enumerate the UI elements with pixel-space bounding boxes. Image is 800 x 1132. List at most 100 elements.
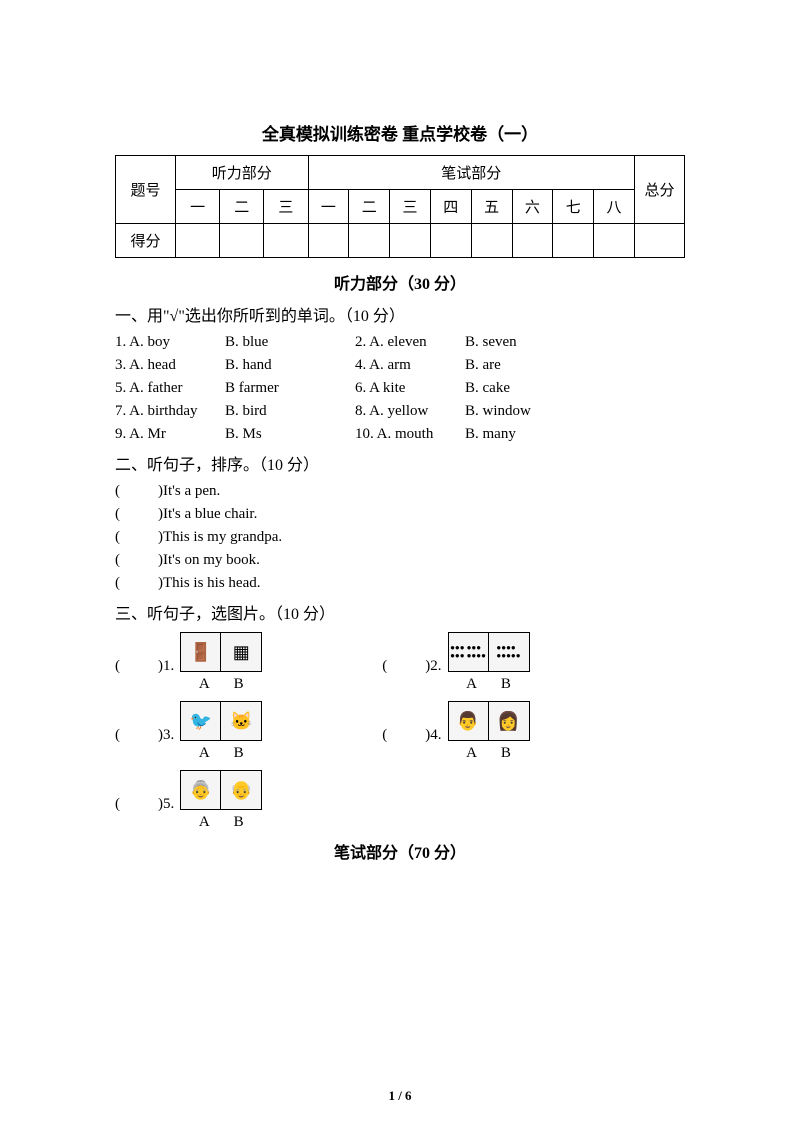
ab-labels: AB bbox=[466, 745, 511, 762]
q-text: 4. A. arm bbox=[355, 357, 465, 374]
section1-instruction: 一、用"√"选出你所听到的单词。（10 分） bbox=[115, 302, 685, 326]
empty-cell bbox=[220, 224, 264, 258]
image-pair: 🐦 🐱 bbox=[180, 701, 262, 741]
q-label: ()2. bbox=[382, 658, 441, 693]
q-text: 6. A kite bbox=[355, 380, 465, 397]
col-cell: 七 bbox=[553, 190, 594, 224]
door-icon: 🚪 bbox=[181, 633, 221, 671]
image-question-row: ()3. 🐦 🐱 AB ()4. 👨 👩 AB bbox=[115, 701, 685, 762]
row-label: 得分 bbox=[116, 224, 176, 258]
sentence-text: This is my grandpa. bbox=[163, 529, 282, 545]
q-text: B. blue bbox=[225, 334, 355, 351]
q-text: 2. A. eleven bbox=[355, 334, 465, 351]
sentence-row: ()This is my grandpa. bbox=[115, 529, 685, 546]
sentence-row: ()It's a pen. bbox=[115, 483, 685, 500]
col-cell: 四 bbox=[430, 190, 471, 224]
person-icon: 👨 bbox=[449, 702, 489, 740]
empty-cell bbox=[349, 224, 390, 258]
col-cell: 一 bbox=[176, 190, 220, 224]
q-label: ()5. bbox=[115, 796, 174, 831]
empty-cell bbox=[553, 224, 594, 258]
q-text: 10. A. mouth bbox=[355, 426, 465, 443]
question-row: 3. A. head B. hand 4. A. arm B. are bbox=[115, 357, 685, 374]
sentence-text: It's on my book. bbox=[163, 552, 260, 568]
image-pair: ●●● ●●●●●● ●●●● ●●●●●●●●● bbox=[448, 632, 530, 672]
q-text: B. hand bbox=[225, 357, 355, 374]
dots-icon: ●●●●●●●●● bbox=[489, 633, 529, 671]
q-text: B. window bbox=[465, 403, 585, 420]
empty-cell bbox=[471, 224, 512, 258]
sentence-text: This is his head. bbox=[163, 575, 261, 591]
image-group: 🚪 ▦ AB bbox=[180, 632, 262, 693]
table-row: 题号 听力部分 笔试部分 总分 bbox=[116, 156, 685, 190]
section2-instruction: 二、听句子，排序。（10 分） bbox=[115, 451, 685, 475]
q-text: B farmer bbox=[225, 380, 355, 397]
empty-cell bbox=[264, 224, 308, 258]
empty-cell bbox=[176, 224, 220, 258]
question-row: 9. A. Mr B. Ms 10. A. mouth B. many bbox=[115, 426, 685, 443]
image-question-row: ()5. 👵 👴 AB bbox=[115, 770, 685, 831]
col-cell: 五 bbox=[471, 190, 512, 224]
ab-labels: AB bbox=[466, 676, 511, 693]
col-cell: 八 bbox=[594, 190, 635, 224]
q-text: 1. A. boy bbox=[115, 334, 225, 351]
sentence-row: ()It's a blue chair. bbox=[115, 506, 685, 523]
sentence-text: It's a blue chair. bbox=[163, 506, 257, 522]
q-text: 7. A. birthday bbox=[115, 403, 225, 420]
written-section-header: 笔试部分（70 分） bbox=[115, 839, 685, 863]
col-cell: 三 bbox=[390, 190, 431, 224]
empty-cell bbox=[390, 224, 431, 258]
q-text: 3. A. head bbox=[115, 357, 225, 374]
q-text: 8. A. yellow bbox=[355, 403, 465, 420]
image-group: 🐦 🐱 AB bbox=[180, 701, 262, 762]
question-row: 7. A. birthday B. bird 8. A. yellow B. w… bbox=[115, 403, 685, 420]
q-text: 9. A. Mr bbox=[115, 426, 225, 443]
person-icon: 👵 bbox=[181, 771, 221, 809]
score-table: 题号 听力部分 笔试部分 总分 一 二 三 一 二 三 四 五 六 七 八 得分 bbox=[115, 155, 685, 258]
section1-questions: 1. A. boy B. blue 2. A. eleven B. seven … bbox=[115, 334, 685, 443]
question-row: 1. A. boy B. blue 2. A. eleven B. seven bbox=[115, 334, 685, 351]
image-group: ●●● ●●●●●● ●●●● ●●●●●●●●● AB bbox=[448, 632, 530, 693]
image-group: 👵 👴 AB bbox=[180, 770, 262, 831]
page-footer: 1 / 6 bbox=[0, 1088, 800, 1104]
empty-cell bbox=[594, 224, 635, 258]
bird-icon: 🐦 bbox=[181, 702, 221, 740]
col-cell: 六 bbox=[512, 190, 553, 224]
page-title: 全真模拟训练密卷 重点学校卷（一） bbox=[115, 120, 685, 145]
image-question-row: ()1. 🚪 ▦ AB ()2. ●●● ●●●●●● ●●●● ●●●●●●●… bbox=[115, 632, 685, 693]
table-row: 得分 bbox=[116, 224, 685, 258]
window-icon: ▦ bbox=[221, 633, 261, 671]
q-text: B. are bbox=[465, 357, 585, 374]
listening-header: 听力部分 bbox=[176, 156, 309, 190]
sentence-row: ()This is his head. bbox=[115, 575, 685, 592]
listening-section-header: 听力部分（30 分） bbox=[115, 270, 685, 294]
image-pair: 🚪 ▦ bbox=[180, 632, 262, 672]
q-text: B. seven bbox=[465, 334, 585, 351]
q-label: ()4. bbox=[382, 727, 441, 762]
total-header: 总分 bbox=[635, 156, 685, 224]
q-text: B. bird bbox=[225, 403, 355, 420]
person-icon: 👴 bbox=[221, 771, 261, 809]
q-text: B. Ms bbox=[225, 426, 355, 443]
person-icon: 👩 bbox=[489, 702, 529, 740]
ab-labels: AB bbox=[199, 676, 244, 693]
dots-icon: ●●● ●●●●●● ●●●● bbox=[449, 633, 489, 671]
ab-labels: AB bbox=[199, 745, 244, 762]
empty-cell bbox=[512, 224, 553, 258]
written-header: 笔试部分 bbox=[308, 156, 634, 190]
q-label: ()3. bbox=[115, 727, 174, 762]
row-label: 题号 bbox=[116, 156, 176, 224]
q-text: B. many bbox=[465, 426, 585, 443]
question-row: 5. A. father B farmer 6. A kite B. cake bbox=[115, 380, 685, 397]
col-cell: 一 bbox=[308, 190, 349, 224]
empty-cell bbox=[635, 224, 685, 258]
q-label: ()1. bbox=[115, 658, 174, 693]
col-cell: 三 bbox=[264, 190, 308, 224]
sentence-row: ()It's on my book. bbox=[115, 552, 685, 569]
table-row: 一 二 三 一 二 三 四 五 六 七 八 bbox=[116, 190, 685, 224]
image-group: 👨 👩 AB bbox=[448, 701, 530, 762]
sentence-text: It's a pen. bbox=[163, 483, 220, 499]
section3-instruction: 三、听句子，选图片。（10 分） bbox=[115, 600, 685, 624]
q-text: 5. A. father bbox=[115, 380, 225, 397]
col-cell: 二 bbox=[220, 190, 264, 224]
